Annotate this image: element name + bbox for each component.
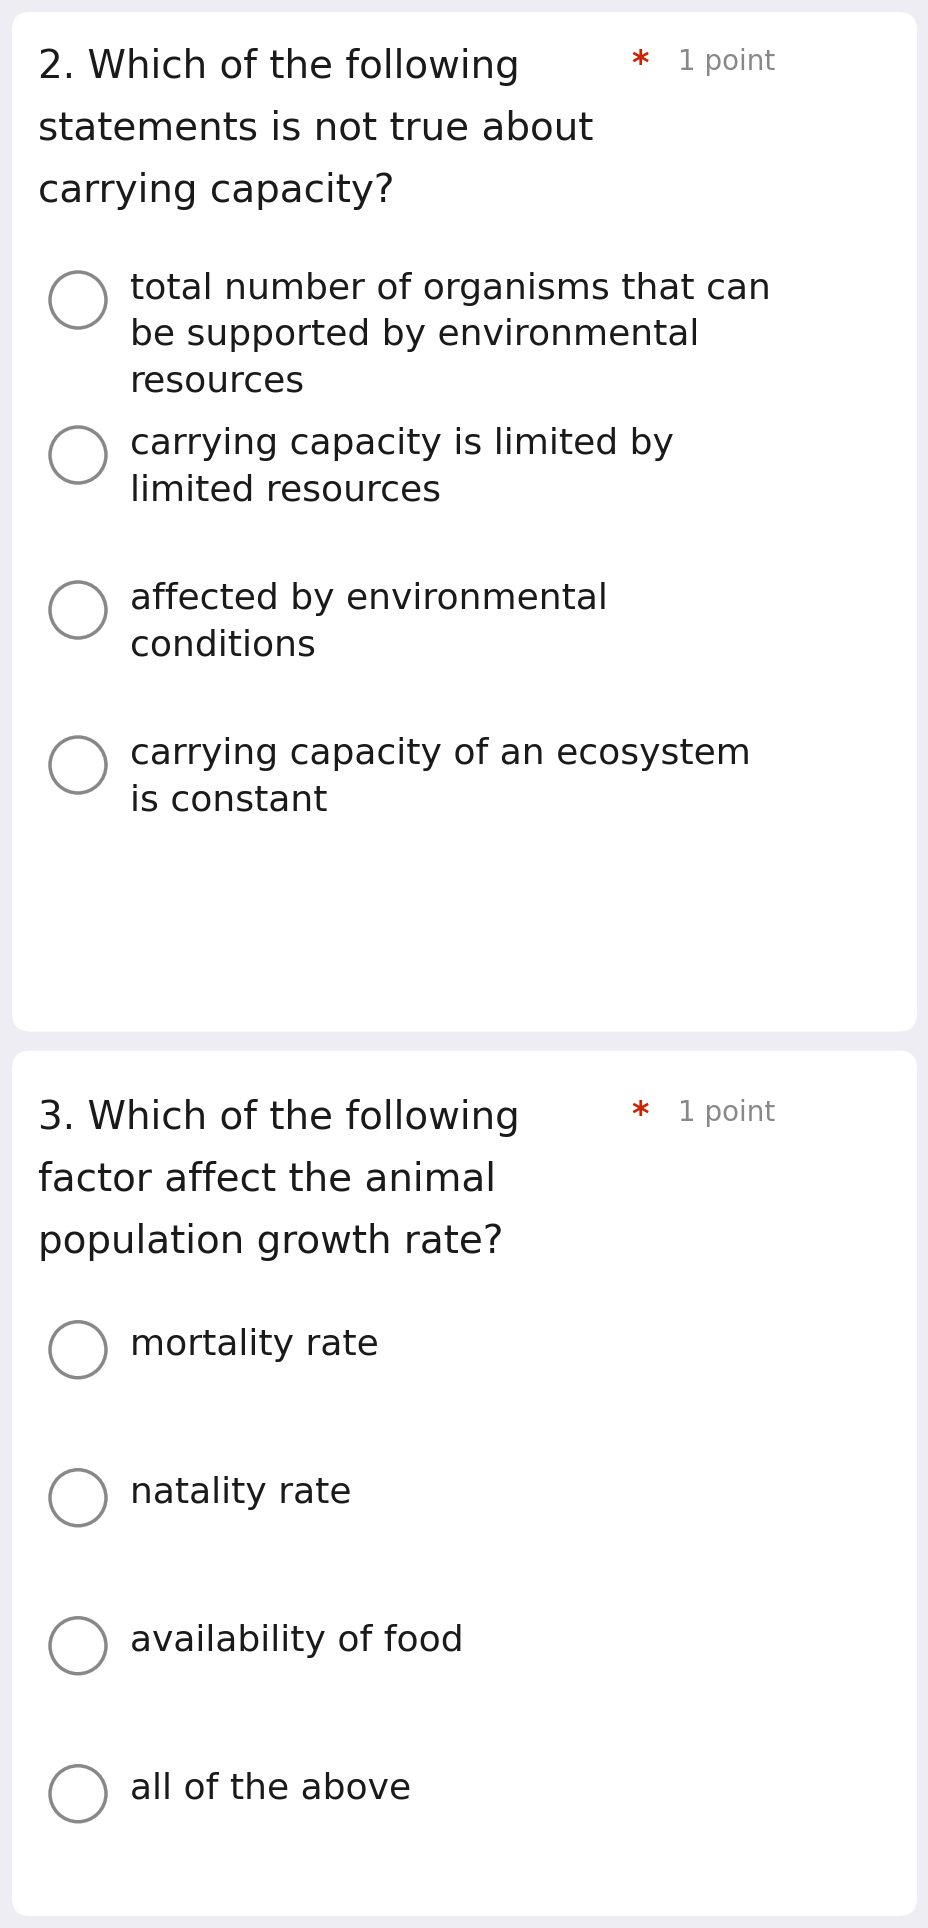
- Text: population growth rate?: population growth rate?: [38, 1222, 503, 1261]
- Text: affected by environmental
conditions: affected by environmental conditions: [130, 582, 607, 661]
- FancyBboxPatch shape: [12, 12, 916, 1031]
- Ellipse shape: [50, 736, 106, 792]
- Text: total number of organisms that can
be supported by environmental
resources: total number of organisms that can be su…: [130, 272, 770, 399]
- Ellipse shape: [50, 1323, 106, 1379]
- Text: natality rate: natality rate: [130, 1475, 351, 1510]
- Text: 2. Which of the following: 2. Which of the following: [38, 48, 519, 87]
- Ellipse shape: [50, 272, 106, 328]
- Text: factor affect the animal: factor affect the animal: [38, 1161, 496, 1199]
- Text: statements is not true about: statements is not true about: [38, 110, 593, 148]
- Ellipse shape: [50, 426, 106, 484]
- Text: carrying capacity is limited by
limited resources: carrying capacity is limited by limited …: [130, 426, 673, 507]
- Ellipse shape: [50, 1618, 106, 1674]
- Text: 1 point: 1 point: [677, 48, 775, 75]
- Ellipse shape: [50, 1766, 106, 1822]
- Text: availability of food: availability of food: [130, 1623, 463, 1658]
- Text: carrying capacity of an ecosystem
is constant: carrying capacity of an ecosystem is con…: [130, 736, 750, 817]
- Text: *: *: [631, 48, 649, 81]
- Text: mortality rate: mortality rate: [130, 1328, 379, 1361]
- Text: 3. Which of the following: 3. Which of the following: [38, 1099, 519, 1138]
- Text: *: *: [631, 1099, 649, 1132]
- Text: all of the above: all of the above: [130, 1772, 411, 1807]
- Ellipse shape: [50, 582, 106, 638]
- Text: carrying capacity?: carrying capacity?: [38, 172, 394, 210]
- FancyBboxPatch shape: [12, 1051, 916, 1916]
- Ellipse shape: [50, 1469, 106, 1525]
- Text: 1 point: 1 point: [677, 1099, 775, 1126]
